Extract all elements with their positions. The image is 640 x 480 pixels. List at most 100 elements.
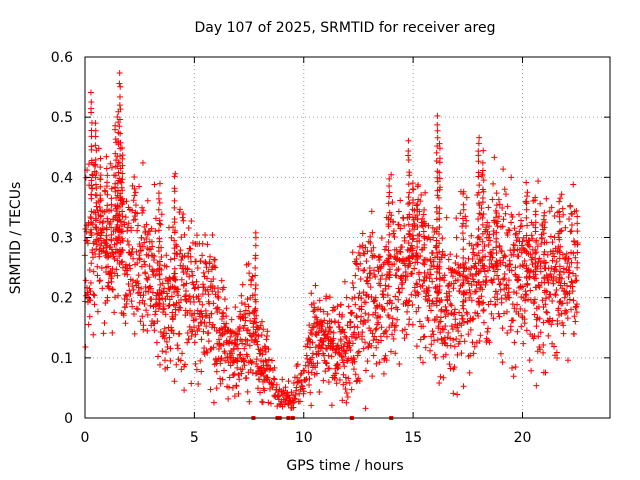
data-point <box>508 267 515 274</box>
data-point <box>235 345 242 352</box>
data-point <box>512 264 519 271</box>
data-point <box>537 200 544 207</box>
data-point <box>147 246 154 253</box>
data-point <box>282 399 289 406</box>
data-point <box>365 317 372 324</box>
data-point-peak <box>92 156 99 163</box>
data-point <box>199 240 206 247</box>
data-point <box>228 316 235 323</box>
data-point <box>543 308 550 315</box>
data-point-peak <box>155 227 162 234</box>
data-point-peak <box>93 185 100 192</box>
data-point <box>570 297 577 304</box>
data-point <box>431 351 438 358</box>
data-point <box>511 339 518 346</box>
data-point <box>180 210 187 217</box>
data-point <box>434 336 441 343</box>
data-point-peak <box>117 130 124 137</box>
data-point <box>572 254 579 261</box>
data-point <box>132 216 139 223</box>
data-point <box>134 259 141 266</box>
data-point <box>373 325 380 332</box>
data-point-peak <box>113 157 120 164</box>
data-point <box>558 310 565 317</box>
data-point <box>487 237 494 244</box>
data-point <box>231 370 238 377</box>
data-point <box>401 237 408 244</box>
data-point <box>381 306 388 313</box>
data-point <box>325 378 332 385</box>
data-point <box>392 293 399 300</box>
data-point-peak <box>113 194 120 201</box>
data-point <box>304 355 311 362</box>
data-point <box>360 345 367 352</box>
data-point <box>382 285 389 292</box>
data-point <box>361 250 368 257</box>
data-point <box>87 279 94 286</box>
data-point <box>409 186 416 193</box>
data-point <box>124 238 131 245</box>
data-point-peak <box>435 194 442 201</box>
data-point <box>390 227 397 234</box>
data-point <box>475 312 482 319</box>
data-point <box>227 362 234 369</box>
data-point <box>299 385 306 392</box>
data-point-peak <box>479 247 486 254</box>
data-point <box>176 250 183 257</box>
data-point <box>159 280 166 287</box>
data-point <box>488 260 495 267</box>
data-point-peak <box>119 201 126 208</box>
data-point <box>433 298 440 305</box>
data-point <box>210 300 217 307</box>
data-point <box>566 290 573 297</box>
data-point-peak <box>406 189 413 196</box>
data-point-peak <box>119 170 126 177</box>
data-point <box>422 293 429 300</box>
data-point <box>223 305 230 312</box>
data-point <box>322 326 329 333</box>
data-point <box>511 225 518 232</box>
data-point <box>270 375 277 382</box>
data-point <box>509 301 516 308</box>
x-tick-label: 10 <box>295 430 313 446</box>
data-point <box>406 316 413 323</box>
data-point-peak <box>405 194 412 201</box>
data-point <box>422 344 429 351</box>
data-point-peak <box>479 195 486 202</box>
data-point <box>486 223 493 230</box>
data-point-peak <box>492 214 499 221</box>
data-point <box>459 315 466 322</box>
data-point-peak <box>89 171 96 178</box>
data-point-peak <box>460 277 467 284</box>
data-point <box>183 280 190 287</box>
data-point <box>294 361 301 368</box>
data-point <box>122 214 129 221</box>
data-point-peak <box>253 312 260 319</box>
data-point <box>390 219 397 226</box>
data-point <box>453 215 460 222</box>
data-point-peak <box>171 173 178 180</box>
data-point <box>362 339 369 346</box>
data-point <box>411 284 418 291</box>
data-point <box>241 311 248 318</box>
data-point <box>440 326 447 333</box>
data-point <box>376 257 383 264</box>
data-point <box>167 357 174 364</box>
data-point <box>500 166 507 173</box>
data-point-peak <box>493 190 500 197</box>
data-point-peak <box>171 245 178 252</box>
data-point <box>528 367 535 374</box>
data-point <box>123 198 130 205</box>
data-point <box>480 299 487 306</box>
y-tick-label: 0.5 <box>51 110 73 126</box>
data-point <box>479 257 486 264</box>
data-point <box>563 308 570 315</box>
data-point <box>139 209 146 216</box>
data-point <box>326 324 333 331</box>
data-point <box>571 313 578 320</box>
data-point <box>469 316 476 323</box>
data-point <box>339 326 346 333</box>
data-point-peak <box>460 254 467 261</box>
data-point <box>246 398 253 405</box>
data-point <box>138 285 145 292</box>
